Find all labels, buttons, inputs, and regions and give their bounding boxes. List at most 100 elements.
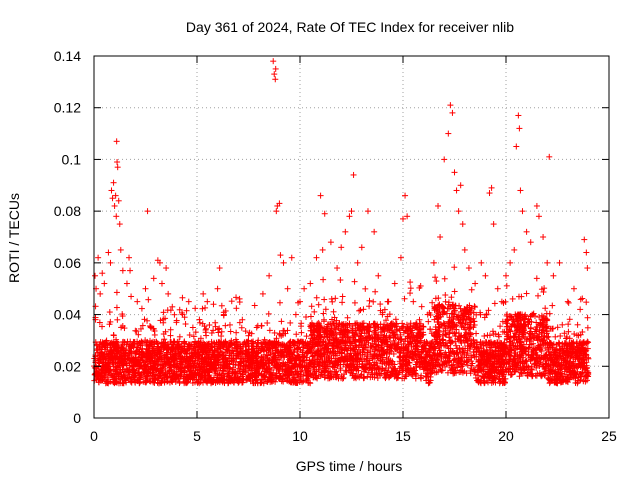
data-point	[339, 299, 346, 306]
data-point	[441, 275, 448, 282]
data-point	[425, 318, 432, 325]
data-point	[451, 264, 458, 271]
data-point	[106, 309, 113, 316]
data-point	[416, 284, 423, 291]
data-point	[242, 328, 249, 335]
data-point	[533, 275, 540, 282]
data-point	[139, 322, 146, 329]
data-point	[392, 316, 399, 323]
data-point	[499, 318, 506, 325]
data-point	[442, 298, 449, 305]
data-point	[332, 295, 339, 302]
data-point	[366, 297, 373, 304]
data-point	[293, 331, 300, 338]
data-point	[322, 306, 329, 313]
data-point	[190, 333, 197, 340]
data-point	[328, 355, 335, 362]
data-point	[497, 323, 504, 330]
data-point	[366, 303, 373, 310]
data-point	[432, 274, 439, 281]
data-point	[579, 295, 586, 302]
data-point	[199, 305, 206, 312]
data-point	[145, 296, 152, 303]
data-point	[137, 325, 144, 332]
data-point	[228, 298, 235, 305]
data-point	[485, 307, 492, 314]
data-point	[407, 279, 414, 286]
data-point	[218, 333, 225, 340]
data-point	[407, 285, 414, 292]
data-point	[364, 373, 371, 380]
data-point	[167, 326, 174, 333]
data-point	[203, 325, 210, 332]
data-point	[509, 295, 516, 302]
data-point	[206, 322, 213, 329]
data-point	[176, 306, 183, 313]
data-point	[535, 292, 542, 299]
data-point	[451, 288, 458, 295]
data-point	[541, 285, 548, 292]
data-point	[320, 276, 327, 283]
data-point	[533, 319, 540, 326]
data-point	[218, 328, 225, 335]
data-point	[372, 288, 379, 295]
data-point	[542, 305, 549, 312]
data-point	[321, 316, 328, 323]
data-point	[227, 328, 234, 335]
data-point	[192, 305, 199, 312]
data-point	[523, 290, 530, 297]
data-point	[146, 323, 153, 330]
data-point	[442, 292, 449, 299]
data-point	[356, 307, 363, 314]
data-point	[370, 298, 377, 305]
data-point	[351, 278, 358, 285]
data-point	[471, 304, 478, 311]
data-point	[540, 289, 547, 296]
data-point	[298, 329, 305, 336]
data-point	[298, 323, 305, 330]
data-point	[565, 328, 572, 335]
data-point	[238, 324, 245, 331]
data-point	[264, 320, 271, 327]
data-point	[233, 294, 240, 301]
data-point	[344, 314, 351, 321]
data-point	[418, 303, 425, 310]
data-point	[440, 337, 447, 344]
data-point	[549, 302, 556, 309]
data-point	[399, 320, 406, 327]
data-point	[113, 289, 120, 296]
data-point	[468, 286, 475, 293]
data-point	[182, 320, 189, 327]
data-point	[222, 322, 229, 329]
data-point	[132, 327, 139, 334]
data-point	[311, 308, 318, 315]
data-point	[377, 301, 384, 308]
data-point	[315, 301, 322, 308]
data-point	[481, 333, 488, 340]
data-point	[114, 316, 121, 323]
data-point	[313, 294, 320, 301]
data-point	[160, 309, 167, 316]
data-point	[432, 336, 439, 343]
data-point	[456, 302, 463, 309]
data-point	[552, 333, 559, 340]
data-point	[339, 293, 346, 300]
data-point	[329, 298, 336, 305]
data-point	[186, 331, 193, 338]
data-point	[473, 330, 480, 337]
data-point	[167, 332, 174, 339]
data-point	[362, 285, 369, 292]
data-point	[328, 295, 335, 302]
data-point	[128, 379, 135, 386]
data-point	[374, 347, 381, 354]
data-point	[433, 278, 440, 285]
data-point	[506, 352, 513, 359]
data-point	[508, 371, 515, 378]
data-point	[360, 306, 367, 313]
data-point	[584, 324, 591, 331]
data-point	[162, 315, 169, 322]
data-point	[218, 302, 225, 309]
data-point	[321, 296, 328, 303]
data-point	[113, 304, 120, 311]
